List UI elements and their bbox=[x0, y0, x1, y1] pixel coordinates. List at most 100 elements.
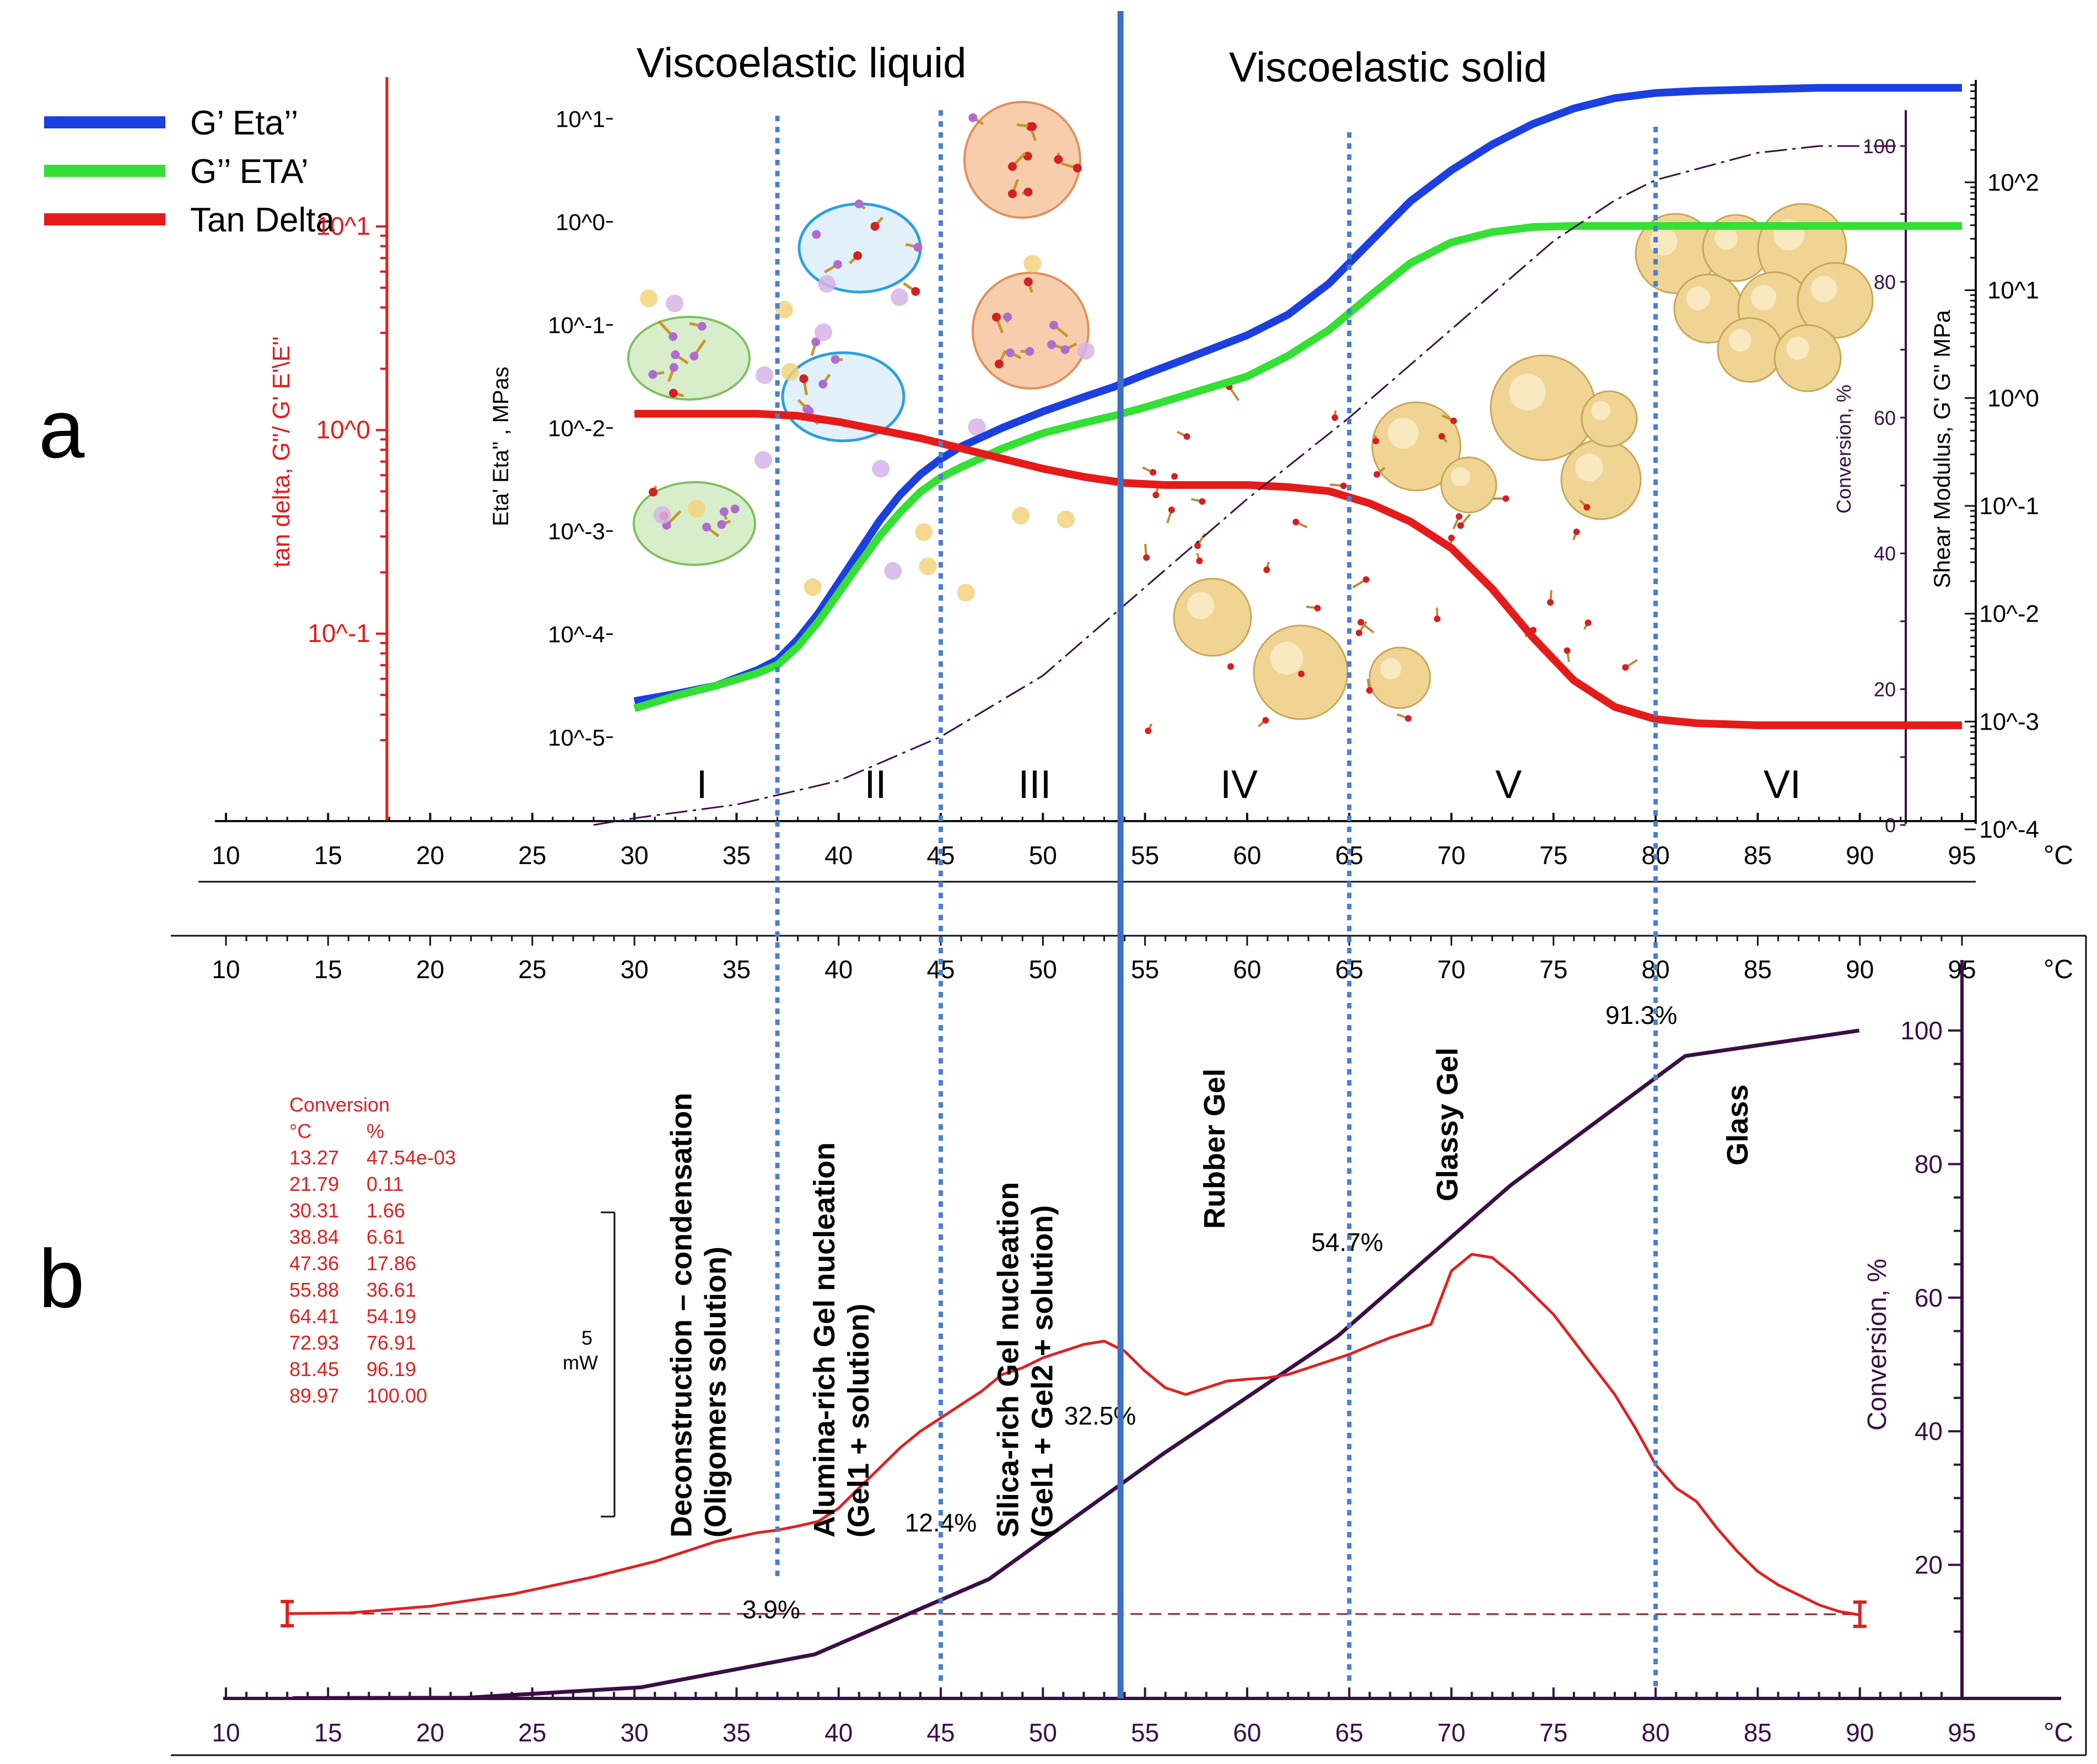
stage-label: IV bbox=[1220, 763, 1258, 807]
stage-description: Rubber Gel bbox=[1198, 1069, 1231, 1229]
molecule-atom bbox=[1023, 277, 1033, 287]
colloid-sphere-highlight bbox=[1786, 337, 1809, 360]
molecule-atom bbox=[649, 488, 658, 497]
tan-delta-axis-tick-label: 10^0 bbox=[316, 415, 370, 444]
conversion-marker-label: 54.7% bbox=[1311, 1228, 1383, 1256]
conversion-table-pct: 36.61 bbox=[366, 1279, 416, 1301]
eta-axis-tick-label: 10^-3 bbox=[548, 519, 605, 544]
a-x-tick-label: 10 bbox=[212, 841, 240, 870]
network-node bbox=[1227, 663, 1235, 670]
colloid-sphere-highlight bbox=[1810, 276, 1837, 303]
g-double-prime-curve bbox=[633, 222, 1962, 713]
stage-description: Glass bbox=[1721, 1085, 1754, 1166]
solution-ion bbox=[815, 323, 833, 341]
shear-modulus-axis-tick-label: 10^-3 bbox=[1979, 708, 2039, 735]
solution-ion bbox=[891, 288, 909, 306]
stage-boundary-lines bbox=[775, 11, 1658, 1698]
conversion-table-pct: 100.00 bbox=[366, 1384, 427, 1407]
conversion-axis-a-tick-label: 80 bbox=[1874, 271, 1896, 293]
conversion-curve-b bbox=[293, 1028, 1860, 1700]
b-x-tick-label: 85 bbox=[1744, 1718, 1772, 1747]
colloid-sphere-highlight bbox=[1270, 641, 1303, 675]
eta-axis-tick-label: 10^-1 bbox=[548, 312, 605, 338]
panel-a-label: a bbox=[39, 382, 85, 475]
solution-ion bbox=[968, 418, 986, 436]
conversion-marker-label: 32.5% bbox=[1064, 1401, 1136, 1430]
molecule-atom bbox=[669, 332, 678, 341]
conversion-axis-a-tick-label: 60 bbox=[1874, 407, 1896, 429]
a-x-tick-label: 85 bbox=[1744, 841, 1772, 870]
molecule-atom bbox=[991, 312, 1001, 322]
legend-label-tan-delta: Tan Delta bbox=[190, 201, 335, 239]
b-x-tick-label: 65 bbox=[1335, 1718, 1363, 1747]
solution-ion bbox=[804, 578, 822, 596]
stage-description-line2: (Oligomers solution) bbox=[699, 1247, 732, 1538]
colloid-sphere-highlight bbox=[1715, 226, 1738, 250]
b-x-tick-label: 35 bbox=[723, 1718, 751, 1747]
b-x-axis-ticks: 10 15 20 25 30 35 40 45 50 55 60 65 70 75 80 85 90 95 bbox=[212, 1687, 1976, 1747]
conversion-table-temp: 21.79 bbox=[289, 1173, 339, 1195]
conversion-table-pct: 6.61 bbox=[366, 1226, 405, 1248]
molecule-atom bbox=[1072, 163, 1082, 172]
b-x-tick-label: 90 bbox=[1846, 1718, 1874, 1747]
conversion-table-temp: 72.93 bbox=[289, 1331, 339, 1354]
conversion-table-temp: 47.36 bbox=[289, 1252, 339, 1275]
network-node bbox=[1314, 605, 1321, 612]
solution-ion bbox=[687, 500, 705, 518]
solution-ion bbox=[1012, 506, 1030, 525]
shear-modulus-axis-tick-label: 10^-2 bbox=[1979, 601, 2039, 628]
network-node bbox=[1168, 506, 1175, 514]
colloid-sphere bbox=[1173, 578, 1252, 657]
b-series-group bbox=[281, 1028, 1867, 1700]
gel1-cluster bbox=[627, 316, 751, 401]
network-node bbox=[1502, 495, 1510, 502]
stage-label: II bbox=[864, 763, 886, 807]
network-node bbox=[1331, 414, 1339, 421]
conversion-table-pct: 96.19 bbox=[366, 1358, 416, 1380]
molecule-atom bbox=[870, 222, 880, 231]
b-x-tick-label: 50 bbox=[1029, 1718, 1057, 1747]
conversion-table-header-pct: % bbox=[366, 1120, 384, 1142]
network-node bbox=[1292, 519, 1300, 526]
colloid-sphere bbox=[1440, 456, 1497, 514]
solution-ion bbox=[640, 289, 658, 308]
molecule-atom bbox=[1028, 122, 1037, 131]
network-node bbox=[1143, 554, 1150, 561]
network-node bbox=[1150, 469, 1157, 476]
colloid-sphere bbox=[1717, 317, 1783, 383]
a-x-tick-label: 45 bbox=[926, 841, 955, 870]
molecule-atom bbox=[1005, 348, 1015, 358]
eta-axis-tick-label: 10^-2 bbox=[548, 416, 605, 441]
tan-delta-axis-tick-label: 10^-1 bbox=[308, 619, 370, 648]
molecule-atom bbox=[799, 374, 808, 384]
scale-bar-unit: mW bbox=[563, 1351, 598, 1374]
region-liquid-title: Viscoelastic liquid bbox=[637, 40, 966, 87]
b-top-x-tick-label: 90 bbox=[1846, 955, 1874, 984]
tan-delta-curve bbox=[634, 409, 1962, 730]
conversion-marker-label: 91.3% bbox=[1605, 1001, 1677, 1029]
molecule-atom bbox=[833, 260, 843, 269]
molecule-atom bbox=[702, 522, 711, 532]
molecule-atom bbox=[648, 370, 657, 379]
network-node bbox=[1145, 727, 1152, 735]
eta-axis-ticks: 10^1 10^0 10^-1 10^-2 10^-3 10^-4 10^-5 bbox=[548, 106, 613, 751]
conversion-table-pct: 1.66 bbox=[366, 1199, 405, 1222]
molecule-atom bbox=[1008, 189, 1017, 198]
b-top-x-tick-label: 60 bbox=[1233, 955, 1261, 984]
molecule-atom bbox=[818, 379, 828, 389]
colloid-sphere-highlight bbox=[1729, 329, 1751, 352]
b-x-tick-label: 30 bbox=[621, 1718, 649, 1747]
conversion-markers: 3.9%12.4%32.5%54.7%91.3% bbox=[742, 1001, 1677, 1624]
conversion-table-rows: 13.27 47.54e-03 21.79 0.11 30.31 1.66 38.84 6.6… bbox=[289, 1146, 456, 1407]
b-top-x-tick-label: 20 bbox=[416, 955, 444, 984]
molecule-atom bbox=[968, 113, 978, 122]
molecule-atom bbox=[719, 507, 729, 516]
shear-modulus-axis-tick-label: 10^0 bbox=[1987, 385, 2039, 412]
b-x-tick-label: 80 bbox=[1642, 1718, 1670, 1747]
b-conversion-axis-tick-label: 60 bbox=[1915, 1283, 1943, 1312]
conversion-table-temp: 38.84 bbox=[289, 1226, 339, 1248]
molecule-atom bbox=[1047, 340, 1056, 349]
conversion-dashed-curve-a bbox=[593, 145, 1901, 826]
solution-ion bbox=[653, 506, 671, 524]
conversion-axis-a-tick-label: 40 bbox=[1874, 542, 1896, 565]
